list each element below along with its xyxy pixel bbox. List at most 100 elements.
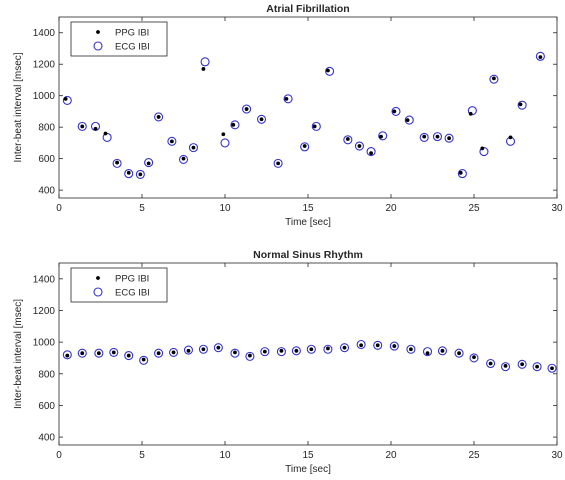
- ecg-ibi-point: [230, 348, 240, 358]
- x-tick-label: 5: [139, 450, 145, 461]
- legend-ppg-marker: [96, 30, 100, 34]
- legend-box: [70, 267, 168, 303]
- ppg-ibi-point: [425, 351, 430, 356]
- ppg-ibi-point: [216, 345, 221, 350]
- ppg-ibi-point: [488, 361, 493, 366]
- ppg-ibi-point: [440, 348, 445, 353]
- legend-ecg-label: ECG IBI: [115, 42, 150, 53]
- x-tick-label: 0: [56, 450, 62, 461]
- ppg-ibi-point: [379, 134, 383, 139]
- ppg-ibi-point: [262, 349, 267, 354]
- ecg-ibi-point: [300, 142, 310, 152]
- ppg-ibi-point: [171, 350, 176, 355]
- ppg-ibi-point: [156, 351, 161, 356]
- x-tick-label: 20: [385, 450, 397, 461]
- x-tick-label: 20: [385, 203, 397, 214]
- x-axis-label: Time [sec]: [285, 217, 331, 228]
- ecg-ibi-point: [77, 121, 87, 131]
- ppg-ibi-point: [115, 160, 119, 165]
- ppg-ibi-point: [326, 346, 330, 351]
- chart-title: Atrial Fibrillation: [266, 3, 349, 15]
- ecg-ibi-point: [124, 351, 134, 361]
- y-tick-label: 600: [38, 154, 55, 165]
- ecg-ibi-point: [532, 362, 542, 372]
- legend-ecg-marker: [93, 41, 103, 51]
- ppg-ibi-point: [63, 96, 68, 101]
- ecg-ibi-point: [139, 355, 149, 365]
- legend: PPG IBI ECG IBI: [70, 21, 168, 57]
- chart-title: Normal Sinus Rhythm: [253, 249, 363, 261]
- ppg-ibi-point: [457, 351, 461, 356]
- ppg-ibi-point: [231, 122, 236, 127]
- y-tick-label: 600: [38, 401, 55, 412]
- x-tick-label: 25: [468, 203, 480, 214]
- x-tick-label: 10: [219, 450, 231, 461]
- x-tick-label: 10: [219, 203, 231, 214]
- ecg-ibi-point: [486, 358, 496, 369]
- y-tick-label: 800: [38, 123, 55, 134]
- ppg-ibi-point: [80, 124, 85, 129]
- ppg-ibi-point: [169, 139, 174, 144]
- ecg-ibi-point: [273, 158, 283, 168]
- ecg-ibi-point: [77, 348, 87, 358]
- ecg-ibi-point: [213, 343, 223, 353]
- ecg-ibi-point: [517, 359, 527, 369]
- ppg-ibi-point: [375, 343, 380, 348]
- ppg-ibi-point: [447, 136, 451, 141]
- x-tick-label: 5: [139, 203, 145, 214]
- ecg-ibi-point: [535, 51, 545, 61]
- ecg-ibi-point: [454, 348, 464, 358]
- legend-ppg-label: PPG IBI: [115, 28, 149, 39]
- ecg-ibi-point: [306, 344, 316, 354]
- ecg-ibi-point: [373, 340, 383, 350]
- x-tick-label: 15: [302, 203, 314, 214]
- legend-ppg-label: PPG IBI: [115, 274, 149, 285]
- y-tick-label: 800: [38, 369, 55, 380]
- ppg-ibi-point: [405, 118, 410, 122]
- legend: PPG IBI ECG IBI: [70, 267, 168, 303]
- ppg-ibi-point: [392, 109, 397, 114]
- ppg-ibi-point: [435, 134, 440, 139]
- ppg-ibi-point: [359, 343, 364, 348]
- ecg-ibi-point: [419, 132, 429, 142]
- ecg-ibi-point: [457, 169, 467, 179]
- legend-ppg-marker: [96, 276, 100, 280]
- ecg-ibi-point: [198, 344, 208, 354]
- ecg-ibi-point: [283, 94, 293, 104]
- legend-ecg-marker: [93, 287, 103, 297]
- ecg-ibi-point: [144, 158, 154, 168]
- y-axis-label: Inter-beat interval [msec]: [13, 299, 24, 409]
- ppg-ibi-point: [96, 351, 101, 356]
- ecg-ibi-point: [124, 169, 134, 179]
- ppg-ibi-point: [186, 348, 191, 353]
- ecg-ibi-point: [469, 353, 479, 363]
- x-tick-label: 25: [468, 450, 480, 461]
- ppg-ibi-point: [357, 144, 362, 148]
- ecg-ibi-point: [276, 347, 286, 357]
- ppg-ibi-point: [508, 135, 513, 140]
- ppg-ibi-point: [312, 124, 317, 129]
- ppg-ibi-point: [233, 350, 237, 355]
- y-tick-label: 1200: [33, 60, 56, 71]
- ppg-ibi-point: [409, 347, 413, 352]
- y-tick-label: 400: [38, 433, 55, 444]
- ecg-ibi-point: [339, 343, 350, 353]
- ppg-ibi-point: [468, 111, 473, 116]
- ppg-ibi-point: [422, 134, 427, 139]
- ppg-ibi-point: [392, 344, 397, 348]
- x-tick-label: 0: [56, 203, 62, 214]
- legend-ecg-label: ECG IBI: [115, 288, 150, 299]
- ecg-ibi-point: [547, 363, 557, 373]
- ppg-ibi-point: [279, 348, 284, 353]
- ecg-ibi-point: [437, 346, 448, 356]
- ecg-ibi-point: [323, 344, 333, 354]
- ppg-ibi-point: [294, 348, 299, 353]
- ppg-ibi-point: [146, 161, 151, 166]
- ecg-ibi-point: [354, 141, 365, 151]
- y-tick-label: 400: [38, 186, 55, 197]
- ppg-ibi-point: [248, 353, 252, 358]
- ecg-ibi-point: [343, 135, 353, 145]
- y-axis-label: Inter-beat interval [msec]: [13, 52, 24, 162]
- ppg-ibi-point: [492, 76, 496, 81]
